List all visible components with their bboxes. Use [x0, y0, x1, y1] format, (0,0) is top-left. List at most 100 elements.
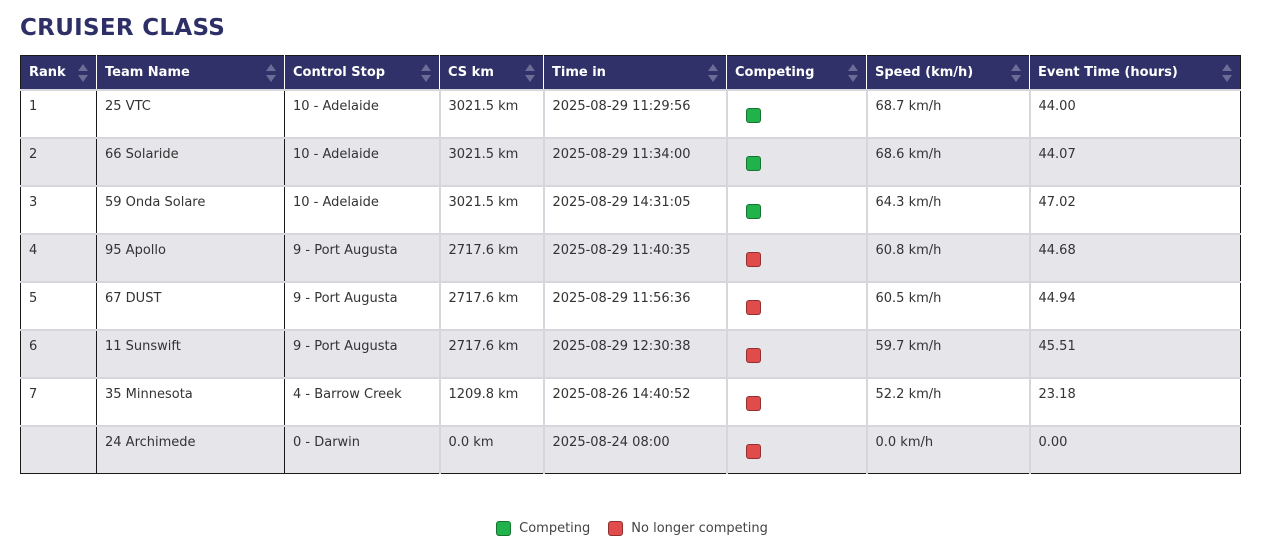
event-time-cell: 44.94	[1028, 280, 1241, 330]
sort-icon[interactable]	[848, 64, 858, 82]
speed-cell: 60.8 km/h	[865, 232, 1030, 282]
column-header-cs-km[interactable]: CS km	[439, 55, 544, 90]
competing-cell	[725, 376, 867, 426]
time-in-cell: 2025-08-29 11:40:35	[542, 232, 727, 282]
page-title: CRUISER CLASS	[20, 15, 226, 41]
not-competing-indicator-icon	[608, 521, 624, 536]
column-header-rank[interactable]: Rank	[20, 55, 97, 90]
column-header-time-in[interactable]: Time in	[543, 55, 727, 90]
sort-icon[interactable]	[708, 64, 718, 82]
legend-label-competing: Competing	[519, 521, 591, 536]
time-in-cell: 2025-08-29 11:56:36	[542, 280, 727, 330]
time-in-cell: 2025-08-24 08:00	[542, 424, 727, 474]
table-header-row: Rank Team Name Control Stop CS km Time in Com…	[20, 55, 1241, 90]
team-name-cell: 35 Minnesota	[96, 376, 285, 426]
cs-km-cell: 1209.8 km	[438, 376, 544, 426]
time-in-cell: 2025-08-29 11:29:56	[542, 88, 727, 138]
rank-cell: 2	[20, 136, 97, 186]
column-header-label: Team Name	[105, 64, 190, 80]
sort-icon[interactable]	[421, 64, 431, 82]
team-name-cell: 24 Archimede	[96, 424, 285, 474]
table-row: 4 95 Apollo 9 - Port Augusta 2717.6 km 2025-…	[20, 232, 1241, 282]
results-table: Rank Team Name Control Stop CS km Time in Com…	[20, 55, 1241, 474]
event-time-cell: 44.07	[1028, 136, 1241, 186]
sort-icon[interactable]	[1222, 64, 1232, 82]
event-time-cell: 0.00	[1028, 424, 1241, 474]
competing-indicator-icon	[496, 521, 512, 536]
event-time-cell: 23.18	[1028, 376, 1241, 426]
not-competing-indicator-icon	[745, 347, 761, 363]
speed-cell: 68.6 km/h	[865, 136, 1030, 186]
table-row: 1 25 VTC 10 - Adelaide 3021.5 km 2025-08-29 …	[20, 88, 1241, 138]
rank-cell: 3	[20, 184, 97, 234]
column-header-label: Control Stop	[293, 64, 386, 80]
column-header-label: Competing	[735, 64, 815, 80]
column-header-label: Speed (km/h)	[875, 64, 974, 80]
team-name-cell: 67 DUST	[96, 280, 285, 330]
speed-cell: 68.7 km/h	[865, 88, 1030, 138]
competing-cell	[725, 280, 867, 330]
column-header-label: Event Time (hours)	[1038, 64, 1178, 80]
sort-icon[interactable]	[78, 64, 88, 82]
competing-indicator-icon	[745, 203, 761, 219]
column-header-speed-km-h[interactable]: Speed (km/h)	[866, 55, 1030, 90]
legend-label-not-competing: No longer competing	[631, 521, 768, 536]
competing-cell	[725, 232, 867, 282]
control-stop-cell: 9 - Port Augusta	[284, 232, 440, 282]
cs-km-cell: 2717.6 km	[438, 328, 544, 378]
column-header-control-stop[interactable]: Control Stop	[284, 55, 440, 90]
rank-cell: 1	[20, 88, 97, 138]
speed-cell: 64.3 km/h	[865, 184, 1030, 234]
team-name-cell: 95 Apollo	[96, 232, 285, 282]
time-in-cell: 2025-08-29 14:31:05	[542, 184, 727, 234]
team-name-cell: 11 Sunswift	[96, 328, 285, 378]
column-header-event-time-hours[interactable]: Event Time (hours)	[1029, 55, 1241, 90]
competing-cell	[725, 328, 867, 378]
event-time-cell: 45.51	[1028, 328, 1241, 378]
column-header-competing[interactable]: Competing	[726, 55, 867, 90]
column-header-team-name[interactable]: Team Name	[96, 55, 285, 90]
column-header-label: CS km	[448, 64, 494, 80]
not-competing-indicator-icon	[745, 251, 761, 267]
column-header-label: Time in	[552, 64, 606, 80]
not-competing-indicator-icon	[745, 299, 761, 315]
speed-cell: 59.7 km/h	[865, 328, 1030, 378]
control-stop-cell: 9 - Port Augusta	[284, 328, 440, 378]
cs-km-cell: 0.0 km	[438, 424, 544, 474]
legend-item-competing: Competing	[496, 521, 590, 536]
table-row: 24 Archimede 0 - Darwin 0.0 km 2025-08-24 0…	[20, 424, 1241, 474]
table-row: 3 59 Onda Solare 10 - Adelaide 3021.5 km 202…	[20, 184, 1241, 234]
event-time-cell: 47.02	[1028, 184, 1241, 234]
team-name-cell: 66 Solaride	[96, 136, 285, 186]
table-row: 2 66 Solaride 10 - Adelaide 3021.5 km 2025-0…	[20, 136, 1241, 186]
team-name-cell: 59 Onda Solare	[96, 184, 285, 234]
control-stop-cell: 10 - Adelaide	[284, 184, 440, 234]
column-header-label: Rank	[29, 64, 66, 80]
competing-indicator-icon	[745, 107, 761, 123]
event-time-cell: 44.68	[1028, 232, 1241, 282]
control-stop-cell: 10 - Adelaide	[284, 136, 440, 186]
competing-cell	[725, 136, 867, 186]
time-in-cell: 2025-08-26 14:40:52	[542, 376, 727, 426]
not-competing-indicator-icon	[745, 443, 761, 459]
sort-icon[interactable]	[1011, 64, 1021, 82]
cs-km-cell: 3021.5 km	[438, 88, 544, 138]
cs-km-cell: 3021.5 km	[438, 184, 544, 234]
cs-km-cell: 2717.6 km	[438, 280, 544, 330]
table-row: 5 67 DUST 9 - Port Augusta 2717.6 km 2025-08…	[20, 280, 1241, 330]
sort-icon[interactable]	[266, 64, 276, 82]
control-stop-cell: 0 - Darwin	[284, 424, 440, 474]
legend-item-not-competing: No longer competing	[608, 521, 768, 536]
speed-cell: 0.0 km/h	[865, 424, 1030, 474]
team-name-cell: 25 VTC	[96, 88, 285, 138]
competing-cell	[725, 184, 867, 234]
table-body: 1 25 VTC 10 - Adelaide 3021.5 km 2025-08-29 …	[20, 88, 1241, 474]
time-in-cell: 2025-08-29 11:34:00	[542, 136, 727, 186]
time-in-cell: 2025-08-29 12:30:38	[542, 328, 727, 378]
event-time-cell: 44.00	[1028, 88, 1241, 138]
rank-cell: 5	[20, 280, 97, 330]
competing-cell	[725, 424, 867, 474]
sort-icon[interactable]	[525, 64, 535, 82]
cs-km-cell: 3021.5 km	[438, 136, 544, 186]
not-competing-indicator-icon	[745, 395, 761, 411]
